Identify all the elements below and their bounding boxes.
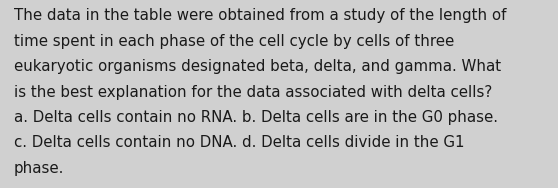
Text: c. Delta cells contain no DNA. d. Delta cells divide in the G1: c. Delta cells contain no DNA. d. Delta … [14, 135, 464, 150]
Text: time spent in each phase of the cell cycle by cells of three: time spent in each phase of the cell cyc… [14, 34, 454, 49]
Text: is the best explanation for the data associated with delta cells?: is the best explanation for the data ass… [14, 85, 492, 100]
Text: The data in the table were obtained from a study of the length of: The data in the table were obtained from… [14, 8, 507, 24]
Text: a. Delta cells contain no RNA. b. Delta cells are in the G0 phase.: a. Delta cells contain no RNA. b. Delta … [14, 110, 498, 125]
Text: phase.: phase. [14, 161, 64, 176]
Text: eukaryotic organisms designated beta, delta, and gamma. What: eukaryotic organisms designated beta, de… [14, 59, 501, 74]
